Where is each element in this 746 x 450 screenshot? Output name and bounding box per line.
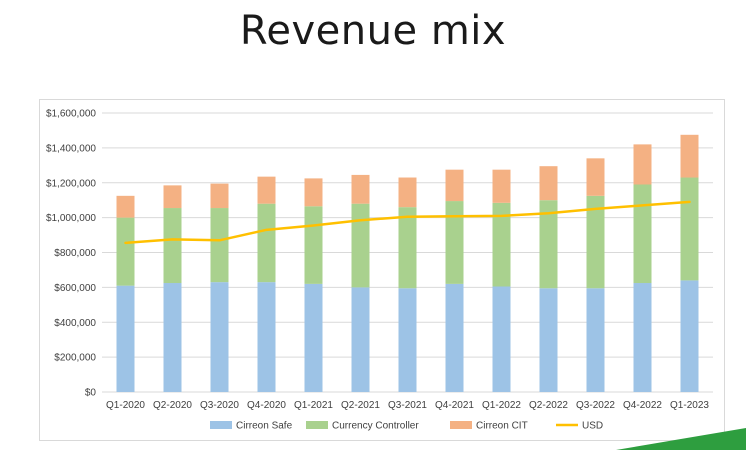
bar-cirreon-safe <box>257 282 276 392</box>
bar-cirreon-cit <box>492 169 511 203</box>
bar-cirreon-safe <box>492 286 511 392</box>
revenue-mix-chart: $0 $200,000 $400,000 $600,000 $800,000 $1,000… <box>39 99 725 441</box>
bar-cirreon-cit <box>539 166 558 201</box>
y-tick-label: $1,200,000 <box>46 178 96 189</box>
bar-currency-controller <box>257 203 276 283</box>
x-tick-label: Q2-2020 <box>153 400 192 411</box>
bar-cirreon-safe <box>398 288 417 392</box>
legend-swatch <box>450 421 472 429</box>
bar-cirreon-cit <box>257 176 276 204</box>
bar-cirreon-cit <box>351 174 370 204</box>
legend-label: Currency Controller <box>332 421 419 432</box>
bar-cirreon-safe <box>210 282 229 392</box>
y-tick-label: $0 <box>85 388 97 399</box>
y-tick-label: $800,000 <box>54 248 96 259</box>
y-tick-label: $600,000 <box>54 283 96 294</box>
bar-currency-controller <box>680 177 699 281</box>
y-tick-label: $200,000 <box>54 353 96 364</box>
x-tick-label: Q3-2020 <box>200 400 239 411</box>
bar-cirreon-safe <box>586 288 605 392</box>
bar-cirreon-cit <box>163 185 182 209</box>
y-tick-label: $1,400,000 <box>46 143 96 154</box>
legend-label: USD <box>582 421 603 432</box>
y-tick-label: $1,600,000 <box>46 109 96 120</box>
bar-cirreon-safe <box>445 283 464 392</box>
x-tick-label: Q3-2022 <box>576 400 615 411</box>
bar-cirreon-cit <box>210 183 229 209</box>
x-tick-label: Q1-2021 <box>294 400 333 411</box>
slide-title: Revenue mix <box>239 8 507 54</box>
x-tick-label: Q1-2023 <box>670 400 709 411</box>
bar-currency-controller <box>398 207 417 289</box>
bar-cirreon-safe <box>304 283 323 392</box>
bar-cirreon-safe <box>116 285 135 392</box>
x-tick-label: Q1-2022 <box>482 400 521 411</box>
bar-cirreon-cit <box>398 177 417 208</box>
bar-currency-controller <box>492 202 511 287</box>
legend-label: Cirreon Safe <box>236 421 293 432</box>
bar-cirreon-safe <box>680 280 699 392</box>
bar-currency-controller <box>351 203 370 288</box>
y-tick-label: $400,000 <box>54 318 96 329</box>
corner-accent-shape <box>616 428 746 450</box>
x-tick-label: Q3-2021 <box>388 400 427 411</box>
x-tick-label: Q4-2022 <box>623 400 662 411</box>
bar-cirreon-cit <box>633 144 652 185</box>
x-tick-label: Q1-2020 <box>106 400 145 411</box>
legend-swatch <box>306 421 328 429</box>
legend-label: Cirreon CIT <box>476 421 528 432</box>
bar-cirreon-safe <box>539 288 558 392</box>
chart-canvas: $0 $200,000 $400,000 $600,000 $800,000 $1,000… <box>46 109 713 432</box>
bar-cirreon-cit <box>116 195 135 218</box>
bar-currency-controller <box>210 208 229 283</box>
bar-currency-controller <box>163 208 182 284</box>
bar-currency-controller <box>633 184 652 284</box>
bar-cirreon-cit <box>680 134 699 178</box>
bar-cirreon-safe <box>633 283 652 392</box>
legend-swatch <box>210 421 232 429</box>
bar-currency-controller <box>445 201 464 284</box>
bar-currency-controller <box>586 195 605 289</box>
x-tick-label: Q2-2022 <box>529 400 568 411</box>
bar-currency-controller <box>539 200 558 289</box>
bar-cirreon-safe <box>163 283 182 392</box>
bar-cirreon-safe <box>351 287 370 392</box>
line-usd <box>124 200 691 245</box>
x-tick-label: Q4-2021 <box>435 400 474 411</box>
x-tick-label: Q2-2021 <box>341 400 380 411</box>
bar-currency-controller <box>304 206 323 284</box>
y-tick-label: $1,000,000 <box>46 213 96 224</box>
bar-cirreon-cit <box>304 178 323 207</box>
bar-cirreon-cit <box>445 169 464 202</box>
bar-cirreon-cit <box>586 158 605 196</box>
bar-currency-controller <box>116 217 135 286</box>
x-tick-label: Q4-2020 <box>247 400 286 411</box>
